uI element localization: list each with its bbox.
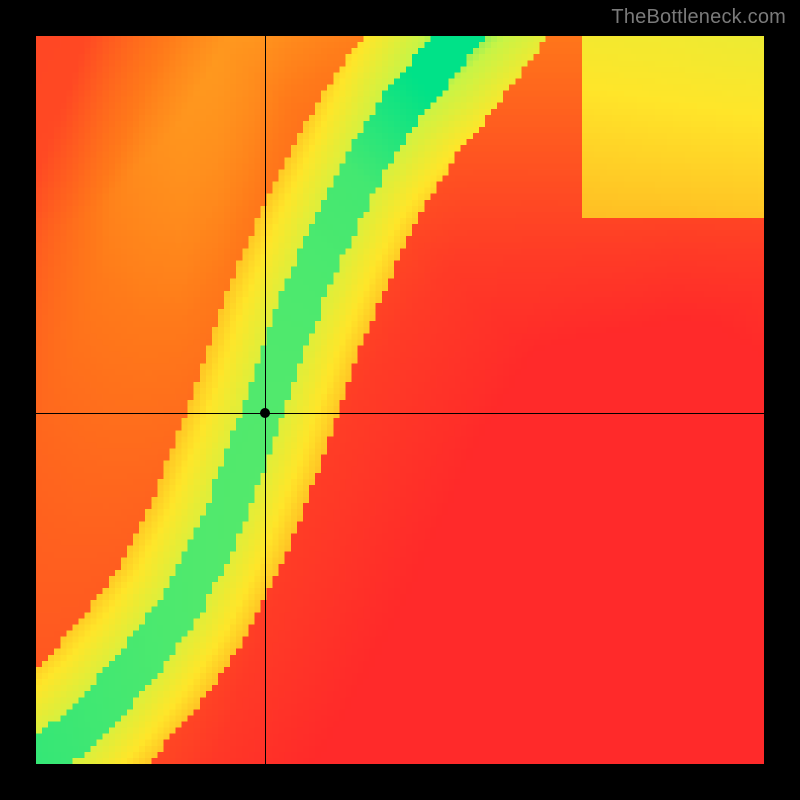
watermark-text: TheBottleneck.com	[611, 6, 786, 29]
crosshair-vertical	[265, 36, 266, 764]
heatmap-plot	[36, 36, 764, 764]
crosshair-horizontal	[36, 413, 764, 414]
heatmap-canvas	[36, 36, 764, 764]
